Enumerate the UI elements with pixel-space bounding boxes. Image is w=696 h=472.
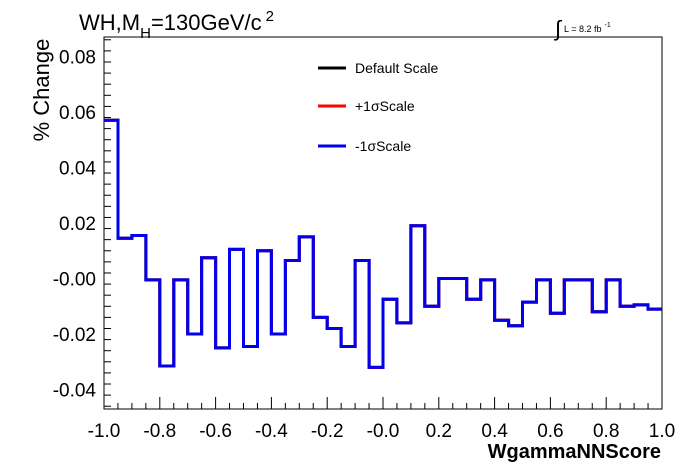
luminosity-label: ∫ L = 8.2 fb -1 <box>553 16 611 41</box>
y-tick-label: -0.00 <box>53 270 96 291</box>
x-tick-label: -0.8 <box>143 421 176 442</box>
legend-label-2: -1σScale <box>355 138 411 154</box>
y-tick-label: 0.04 <box>59 158 96 179</box>
legend-label-1: +1σScale <box>355 98 415 114</box>
x-tick-label: -1.0 <box>88 421 121 442</box>
series-layer <box>104 118 662 369</box>
x-tick-label: 1.0 <box>649 421 675 442</box>
y-tick-label: -0.02 <box>53 325 96 346</box>
y-axis-title: % Change <box>29 39 54 142</box>
y-tick-label: 0.02 <box>59 214 96 235</box>
y-tick-label: 0.08 <box>59 47 96 68</box>
y-tick-label: 0.06 <box>59 103 96 124</box>
legend: Default Scale +1σScale -1σScale <box>318 60 438 154</box>
legend-label-0: Default Scale <box>355 60 438 76</box>
x-tick-label: 0.6 <box>537 421 563 442</box>
x-tick-label: -0.0 <box>367 421 400 442</box>
series-line-2 <box>104 118 662 369</box>
x-tick-label: 0.4 <box>481 421 508 442</box>
x-tick-label: 0.8 <box>593 421 619 442</box>
x-tick-label: 0.2 <box>426 421 452 442</box>
x-tick-label: -0.2 <box>311 421 344 442</box>
x-tick-label: -0.6 <box>199 421 232 442</box>
x-tick-label: -0.4 <box>255 421 288 442</box>
y-axis: -0.04 -0.02 -0.00 0.02 0.04 0.06 0.08 <box>53 39 111 407</box>
x-axis-title: WgammaNNScore <box>488 441 661 463</box>
y-tick-label: -0.04 <box>53 381 97 402</box>
chart-title: WH,MH=130GeV/c 2 <box>79 8 274 42</box>
x-axis: -1.0 -0.8 -0.6 -0.4 -0.2 -0.0 0.2 0.4 0.6 0.8 1.0 <box>88 397 675 442</box>
